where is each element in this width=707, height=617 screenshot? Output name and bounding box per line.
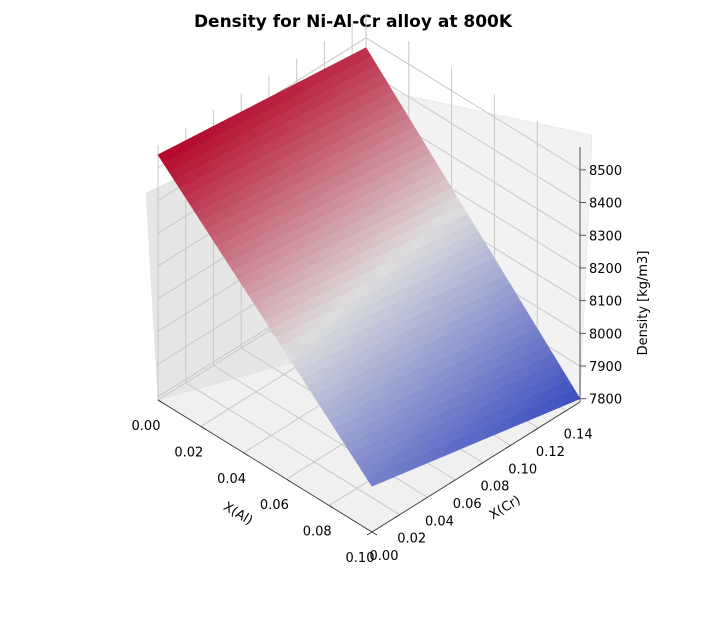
x-axis-line: [157, 399, 373, 533]
y-tick-label: 0.06: [453, 497, 482, 512]
z-tick-label: 8400: [589, 197, 622, 212]
y-tick-label: 0.08: [480, 480, 509, 495]
x-tick-mark: [371, 531, 378, 536]
y-tick-mark: [422, 496, 428, 501]
z-tick-label: 8200: [589, 262, 622, 277]
y-tick-mark: [449, 479, 456, 484]
x-tick-mark: [243, 452, 249, 457]
z-tick-label: 8500: [589, 164, 622, 179]
x-tick-mark: [328, 505, 335, 509]
y-tick-mark: [533, 427, 539, 432]
x-axis-label: X(Al): [220, 499, 255, 528]
y-tick-mark: [394, 514, 400, 519]
z-tick-label: 8300: [589, 229, 622, 244]
x-tick-mark: [286, 478, 292, 483]
y-tick-label: 0.14: [564, 428, 593, 443]
axis-edges: [157, 147, 581, 533]
y-gridline: [185, 127, 400, 516]
x-axis-ticks: 0.00 0.02 0.04 0.06 0.08 0.10: [132, 399, 378, 566]
x-tick-label: 0.02: [174, 445, 203, 460]
surface: [157, 47, 581, 487]
x-tick-label: 0.00: [132, 419, 161, 434]
x-tick-mark: [157, 399, 164, 404]
z-tick-label: 8000: [589, 327, 622, 342]
y-tick-mark: [505, 444, 511, 449]
z-axis-ticks: 7800 7900 8000 8100 8200 8300 8400 8500: [580, 164, 622, 408]
x-tick-label: 0.06: [260, 498, 289, 513]
y-axis-label: X(Cr): [487, 493, 523, 523]
x-tick-label: 0.10: [346, 551, 375, 566]
y-axis-line: [371, 401, 581, 533]
z-tick-label: 7800: [589, 393, 622, 408]
x-tick-label: 0.08: [303, 525, 332, 540]
chart-title: Density for Ni-Al-Cr alloy at 800K: [194, 12, 513, 32]
y-tick-label: 0.00: [370, 549, 399, 564]
z-tick-label: 8100: [589, 295, 622, 310]
x-tick-mark: [200, 426, 207, 430]
y-tick-mark: [477, 462, 484, 467]
y-tick-label: 0.12: [536, 445, 565, 460]
z-tick-label: 7900: [589, 360, 622, 375]
y-tick-mark: [366, 531, 373, 536]
y-axis-ticks: 0.00 0.02 0.04 0.06 0.08 0.10 0.12 0.14: [366, 410, 593, 564]
y-tick-label: 0.04: [425, 514, 454, 529]
y-tick-mark: [560, 410, 567, 415]
y-tick-label: 0.10: [508, 462, 537, 477]
z-axis-label: Density [kg/m3]: [636, 251, 651, 356]
x-tick-label: 0.04: [217, 472, 246, 487]
y-tick-label: 0.02: [397, 532, 426, 547]
